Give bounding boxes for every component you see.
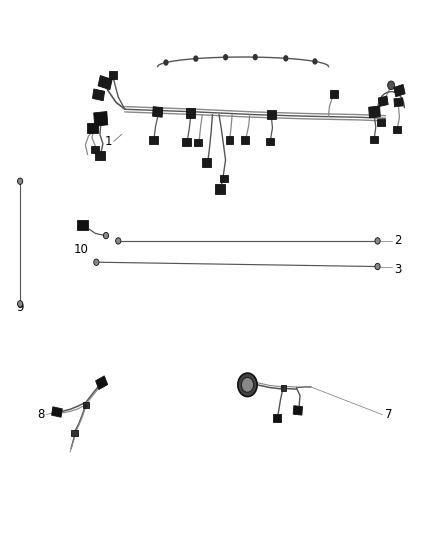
Bar — [369, 106, 380, 118]
Bar — [95, 376, 108, 390]
Bar — [281, 385, 286, 391]
Bar — [77, 220, 88, 230]
Bar — [87, 123, 98, 133]
Bar — [152, 107, 163, 117]
Bar — [98, 76, 112, 90]
Bar — [215, 184, 225, 194]
Bar — [378, 96, 388, 107]
Circle shape — [281, 385, 284, 390]
Circle shape — [163, 59, 169, 66]
Bar — [94, 111, 108, 126]
Bar — [273, 414, 281, 422]
Text: 3: 3 — [394, 263, 402, 276]
Circle shape — [375, 263, 380, 270]
Bar — [91, 146, 99, 153]
Bar — [95, 151, 105, 160]
Bar — [241, 136, 249, 144]
Bar — [266, 138, 274, 145]
Bar — [220, 175, 228, 182]
Bar — [83, 402, 89, 408]
Bar — [293, 406, 303, 415]
Bar — [194, 139, 202, 146]
Bar — [52, 407, 62, 417]
Circle shape — [312, 58, 318, 64]
Circle shape — [18, 178, 23, 184]
Text: 10: 10 — [74, 243, 88, 255]
Bar — [330, 90, 338, 98]
Circle shape — [18, 301, 23, 307]
Circle shape — [388, 81, 395, 90]
Circle shape — [375, 238, 380, 244]
Circle shape — [253, 54, 258, 60]
Bar — [182, 138, 191, 146]
Text: 7: 7 — [385, 408, 392, 421]
Text: 2: 2 — [394, 235, 402, 247]
Bar — [202, 158, 211, 167]
Text: 9: 9 — [16, 301, 24, 314]
Bar — [149, 135, 158, 143]
Bar — [393, 126, 401, 133]
Circle shape — [283, 55, 288, 61]
Bar — [92, 89, 105, 101]
Circle shape — [238, 373, 257, 397]
Circle shape — [193, 55, 198, 62]
Circle shape — [116, 238, 121, 244]
Text: 1: 1 — [104, 135, 112, 148]
Circle shape — [241, 377, 254, 392]
Circle shape — [83, 403, 88, 409]
Circle shape — [94, 259, 99, 265]
Bar — [267, 110, 276, 119]
Bar — [377, 119, 385, 126]
Bar — [394, 98, 403, 107]
Bar — [109, 70, 117, 78]
Bar — [226, 136, 233, 144]
Circle shape — [103, 232, 109, 239]
Bar — [186, 108, 195, 118]
Circle shape — [223, 54, 228, 60]
Bar — [370, 136, 378, 143]
Bar — [394, 84, 405, 97]
Text: 8: 8 — [37, 408, 45, 421]
Bar — [71, 430, 78, 436]
